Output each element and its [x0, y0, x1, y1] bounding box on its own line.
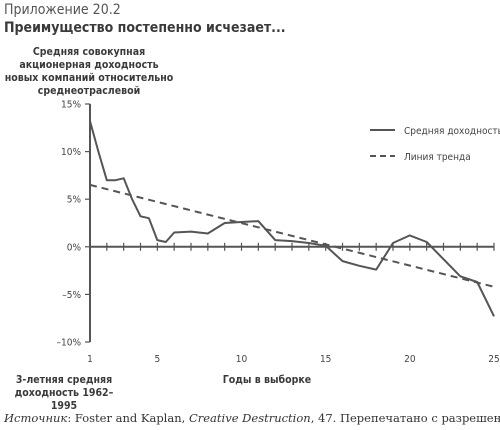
- legend-label-average: Средняя доходность: [404, 126, 500, 137]
- source-authors: : Foster and Kaplan,: [67, 411, 189, 425]
- source-note: Источник: Foster and Kaplan, Creative De…: [4, 411, 500, 425]
- chart-title: Преимущество постепенно исчезает...: [4, 20, 286, 36]
- x-axis-label: Годы в выборке: [222, 374, 312, 386]
- source-prefix: Источник: [4, 411, 68, 425]
- y-tick-label: –5%: [62, 290, 81, 301]
- legend: Средняя доходность Линия тренда: [370, 126, 500, 163]
- x-tick-label: 20: [404, 354, 416, 365]
- legend-label-trend: Линия тренда: [404, 152, 471, 163]
- series-layer: [89, 120, 495, 317]
- y-tick-label: 0%: [67, 242, 82, 253]
- source-suffix: , 47. Перепечатано с разрешения: [310, 411, 500, 425]
- y-axis-label: Средняя совокупная акционерная доходност…: [4, 46, 174, 97]
- ticks: 15%10%5%0%–5%–10%1 5 10 15 20 25: [57, 100, 500, 366]
- y-tick-label: –10%: [57, 338, 82, 349]
- x-tick-label: 5: [154, 354, 160, 365]
- x-tick-label: 10: [236, 354, 248, 365]
- exhibit-label: Приложение 20.2: [4, 2, 121, 18]
- source-book: Creative Destruction: [188, 411, 311, 425]
- x-tick-label: 15: [320, 354, 331, 365]
- series-line-trend: [89, 183, 495, 288]
- y-tick-label: 15%: [61, 100, 81, 111]
- x-axis-note: 3-летняя средняя доходность 1962–1995: [14, 374, 114, 412]
- series-line-average: [89, 120, 495, 317]
- x-tick-label: 25: [488, 354, 499, 365]
- y-tick-label: 5%: [67, 195, 82, 206]
- y-tick-label: 10%: [61, 147, 81, 158]
- x-tick-label: 1: [87, 354, 93, 365]
